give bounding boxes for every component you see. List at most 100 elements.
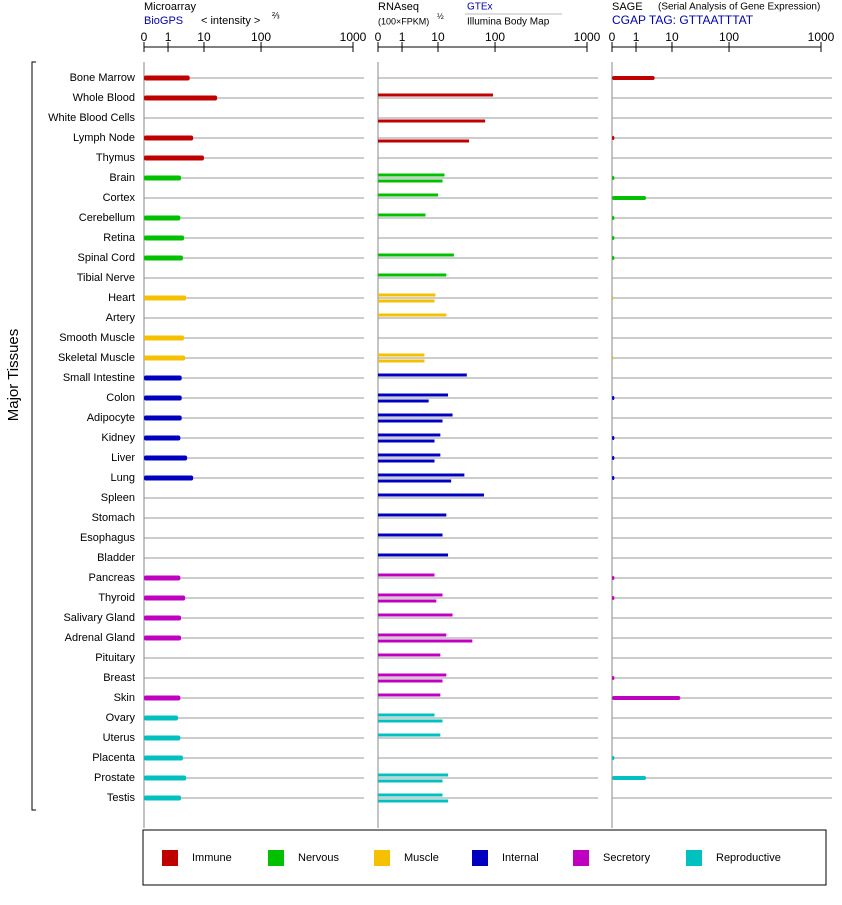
bar [612, 236, 615, 240]
legend-swatch [573, 850, 589, 866]
row-label: Stomach [92, 512, 135, 524]
row-label: Adrenal Gland [65, 632, 135, 644]
row-label: Spleen [101, 492, 135, 504]
row-label: Adipocyte [87, 412, 135, 424]
bar [378, 553, 449, 557]
x-tick-label: 10 [197, 30, 211, 44]
legend-swatch [162, 850, 178, 866]
bar [612, 756, 615, 760]
row-label: Esophagus [80, 532, 136, 544]
row-label: Placenta [92, 752, 136, 764]
bar [612, 576, 615, 580]
bar [144, 255, 183, 261]
row-label: Artery [106, 312, 136, 324]
bar [378, 213, 426, 217]
row-label: Spinal Cord [78, 252, 135, 264]
bar [378, 353, 425, 357]
bar [378, 293, 436, 297]
bar [378, 413, 453, 417]
panel-title: RNAseq [378, 1, 419, 13]
row-label: Pancreas [89, 572, 136, 584]
axis-label: < intensity > [201, 15, 260, 27]
series-label: Illumina Body Map [467, 17, 550, 28]
row-label: Skeletal Muscle [58, 352, 135, 364]
bar [378, 693, 441, 697]
bar [144, 95, 218, 101]
bar [378, 599, 437, 603]
bar [378, 533, 443, 537]
row-label: Cortex [103, 192, 136, 204]
bar [378, 799, 449, 803]
bar [144, 455, 188, 461]
row-label: Liver [111, 452, 135, 464]
bar [378, 573, 435, 577]
bar [378, 793, 443, 797]
bar [378, 633, 447, 637]
bar [144, 375, 182, 381]
bar [144, 215, 181, 221]
x-tick-label: 0 [141, 30, 148, 44]
row-label: Uterus [103, 732, 136, 744]
bar [378, 179, 443, 183]
bar [612, 396, 615, 400]
row-label: Cerebellum [79, 212, 135, 224]
bar [144, 395, 182, 401]
bar [378, 639, 473, 643]
row-label: Breast [103, 672, 135, 684]
panel-note: (Serial Analysis of Gene Expression) [658, 2, 820, 13]
bar [144, 155, 204, 161]
axis-exponent: ½ [437, 12, 444, 21]
bar [378, 399, 429, 403]
bar [378, 513, 447, 517]
bar [144, 795, 182, 801]
legend-label: Reproductive [716, 852, 781, 864]
bar [378, 299, 435, 303]
row-label: Testis [107, 792, 136, 804]
legend-box [142, 829, 827, 886]
bar [144, 235, 185, 241]
row-label: Lung [111, 472, 135, 484]
bar [144, 635, 182, 641]
bar [378, 453, 441, 457]
bar [378, 419, 443, 423]
panel-title: SAGE [612, 1, 643, 13]
x-tick-label: 100 [485, 30, 505, 44]
bar [378, 613, 453, 617]
bar [612, 676, 615, 680]
legend-swatch [374, 850, 390, 866]
row-label: Kidney [101, 432, 135, 444]
bar [378, 193, 438, 197]
bar [144, 75, 190, 81]
legend-label: Muscle [404, 852, 439, 864]
row-label: Prostate [94, 772, 135, 784]
bar [144, 355, 186, 361]
row-label: Thymus [96, 152, 136, 164]
axis-label: (100×FPKM) [378, 16, 429, 26]
bar [612, 596, 615, 600]
bar [378, 93, 493, 97]
bar [378, 593, 443, 597]
bar [612, 196, 647, 200]
row-label: Bladder [97, 552, 135, 564]
panel-title: Microarray [144, 1, 196, 13]
bar [612, 76, 655, 80]
bar [378, 459, 435, 463]
bar [378, 773, 449, 777]
bar [378, 433, 441, 437]
bar [144, 575, 181, 581]
bar [144, 415, 182, 421]
bar [378, 713, 435, 717]
x-tick-label: 1 [633, 30, 640, 44]
bar [378, 653, 441, 657]
bracket [31, 61, 36, 811]
bar [144, 295, 187, 301]
bar [378, 493, 484, 497]
bar [378, 673, 447, 677]
bar [612, 476, 615, 480]
bar [144, 735, 181, 741]
x-tick-label: 1 [165, 30, 172, 44]
x-tick-label: 1 [399, 30, 406, 44]
legend-label: Secretory [603, 852, 651, 864]
row-label: Bone Marrow [70, 72, 135, 84]
bar [612, 216, 615, 220]
